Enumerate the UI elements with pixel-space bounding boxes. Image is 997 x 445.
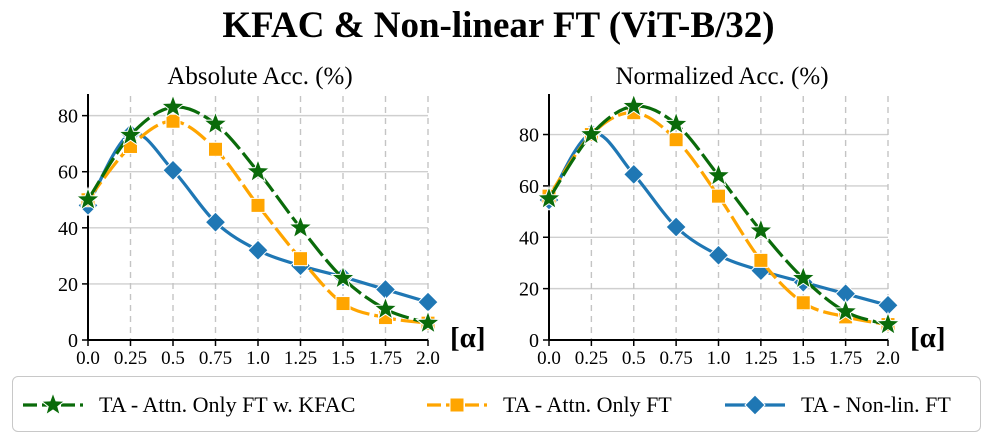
chart-title: Normalized Acc. (%)	[615, 63, 828, 90]
y-tick-label: 0	[529, 330, 539, 352]
x-tick-label: 1.75	[829, 348, 862, 369]
diamond-marker	[204, 211, 227, 233]
y-tick-label: 20	[58, 274, 78, 296]
figure-title: KFAC & Non-linear FT (ViT-B/32)	[222, 5, 775, 46]
y-tick-label: 40	[58, 218, 78, 240]
square-marker	[711, 188, 726, 204]
legend-marker-star-icon	[23, 391, 83, 416]
star-marker	[75, 186, 101, 211]
diamond-marker	[665, 216, 687, 238]
series-line	[547, 104, 889, 327]
y-tick-label: 80	[519, 125, 539, 147]
star-marker	[117, 121, 144, 147]
legend: TA - Attn. Only FT w. KFAC TA - Attn. On…	[12, 376, 981, 432]
x-tick-label: 2.0	[876, 348, 900, 369]
diamond-marker	[417, 291, 439, 313]
y-tick-label: 60	[58, 162, 78, 184]
legend-label: TA - Attn. Only FT	[503, 392, 672, 417]
x-tick-label: 1.0	[246, 348, 270, 369]
x-tick-label: 1.5	[331, 348, 355, 369]
star-marker	[832, 298, 859, 323]
star-marker	[40, 391, 66, 416]
diamond-marker	[744, 394, 766, 416]
star-marker	[415, 309, 441, 335]
x-tick-label: 1.25	[744, 348, 777, 369]
star-marker	[663, 110, 689, 136]
square-marker	[449, 397, 465, 413]
star-marker	[372, 295, 399, 321]
series-0	[75, 93, 441, 335]
x-tick-label: 0.75	[660, 348, 693, 369]
legend-label: TA - Non-lin. FT	[801, 392, 951, 417]
star-marker	[330, 264, 356, 290]
x-axis-label: [α]	[910, 322, 946, 354]
legend-item-attn-only: TA - Attn. Only FT	[425, 377, 672, 433]
charts-canvas: Absolute Acc. (%) 0 20 40 60 80 0.0 0.25 0.5 0.75…	[58, 63, 946, 369]
legend-label: TA - Attn. Only FT w. KFAC	[99, 392, 356, 417]
chart-title: Absolute Acc. (%)	[167, 63, 352, 90]
legend-marker-square-icon	[427, 397, 487, 413]
y-tick-label: 80	[58, 106, 78, 128]
square-marker	[208, 141, 223, 157]
star-marker	[790, 264, 817, 290]
diamond-marker	[162, 159, 184, 182]
square-marker	[753, 252, 769, 268]
star-marker	[748, 217, 774, 242]
x-tick-label: 2.0	[416, 348, 440, 369]
chart-panel-absolute: Absolute Acc. (%) 0 20 40 60 80 0.0 0.25 0.5 0.75…	[58, 63, 486, 369]
y-tick-label: 20	[519, 279, 539, 301]
y-tick-label: 0	[68, 330, 78, 352]
x-tick-label: 0.25	[114, 348, 147, 369]
x-tick-label: 0.25	[575, 348, 608, 369]
series-line	[86, 119, 429, 325]
x-tick-label: 0.5	[622, 348, 646, 369]
x-tick-label: 0.5	[161, 348, 185, 369]
square-marker	[335, 296, 351, 312]
series-line	[86, 105, 429, 325]
legend-item-kfac: TA - Attn. Only FT w. KFAC	[21, 377, 355, 433]
x-tick-label: 1.0	[707, 348, 731, 369]
series-0	[536, 92, 901, 336]
diamond-marker	[707, 244, 730, 266]
diamond-marker	[623, 163, 645, 186]
square-marker	[293, 251, 308, 267]
square-marker	[668, 132, 684, 148]
x-tick-label: 1.75	[369, 348, 402, 369]
star-marker	[202, 110, 229, 135]
star-marker	[875, 311, 901, 336]
star-marker	[620, 92, 647, 118]
star-marker	[245, 158, 271, 183]
y-tick-label: 40	[519, 227, 539, 249]
star-marker	[287, 214, 314, 239]
y-tick-label: 60	[519, 176, 539, 198]
diamond-marker	[247, 239, 269, 261]
x-tick-label: 0.75	[199, 348, 232, 369]
star-marker	[160, 93, 186, 119]
legend-item-non-lin: TA - Non-lin. FT	[723, 377, 951, 433]
star-marker	[705, 162, 732, 187]
x-axis-label: [α]	[450, 322, 486, 354]
square-marker	[165, 113, 181, 129]
x-tick-label: 0.0	[537, 348, 561, 369]
star-marker	[536, 185, 562, 210]
square-marker	[250, 197, 266, 213]
chart-panel-normalized: Normalized Acc. (%) 0 20 40 60 80 0.0 0.25 0.5 0.…	[519, 63, 946, 369]
square-marker	[795, 295, 811, 311]
x-tick-label: 0.0	[76, 348, 100, 369]
x-tick-label: 1.5	[791, 348, 815, 369]
legend-marker-diamond-icon	[725, 394, 785, 416]
x-tick-label: 1.25	[284, 348, 317, 369]
star-marker	[578, 121, 605, 146]
